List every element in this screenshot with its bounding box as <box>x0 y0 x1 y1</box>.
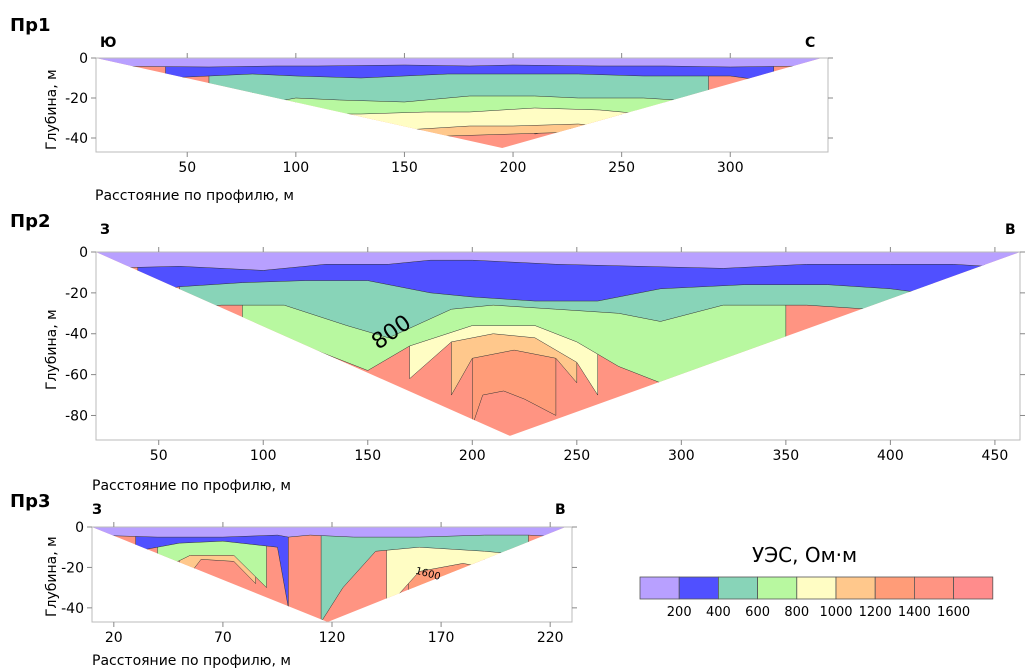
profile-1-label: Пр1 <box>10 15 50 36</box>
x-tick-label: 20 <box>105 630 123 646</box>
resistivity-fill <box>96 58 822 148</box>
x-tick-label: 50 <box>150 448 168 464</box>
profile-2-plot-area: 50 100 150 200 250 300 350 400 4500-20-40-60-808… <box>65 245 1025 464</box>
y-tick-label: 0 <box>79 51 88 67</box>
x-tick-label: 50 <box>178 160 196 176</box>
color-legend: УЭС, Ом·м 200 400 600 800 1000 1200 1400 1600 <box>639 543 994 620</box>
profile-2-x-axis-label: Расстояние по профилю, м <box>92 478 291 494</box>
x-tick-label: 200 <box>459 448 486 464</box>
x-tick-label: 250 <box>563 448 590 464</box>
legend-swatch <box>835 576 876 600</box>
legend-tick-label: 800 <box>784 605 809 620</box>
x-tick-label: 250 <box>608 160 635 176</box>
legend-swatch <box>639 576 680 600</box>
resistivity-fill <box>96 252 1020 436</box>
legend-swatches: 200 400 600 800 1000 1200 1400 1600 <box>639 576 994 620</box>
profile-2-y-axis-label: Глубина, м <box>44 309 60 390</box>
profile-3-direction-right: В <box>555 502 566 518</box>
profile-1-direction-left: Ю <box>100 35 116 51</box>
y-tick-label: -40 <box>65 131 88 147</box>
x-tick-label: 150 <box>391 160 418 176</box>
legend-tick-label: 600 <box>745 605 770 620</box>
y-tick-label: -20 <box>65 286 88 302</box>
legend-swatch <box>757 576 798 600</box>
legend-tick-label: 1600 <box>937 605 970 620</box>
y-tick-label: -60 <box>65 368 88 384</box>
profile-3-x-axis-label: Расстояние по профилю, м <box>92 653 291 669</box>
profile-1-panel: Пр1 Ю С 50 100 150 200 250 300 0 -20 -40 Расстоя… <box>10 15 833 204</box>
plot-frame <box>95 57 829 153</box>
resistivity-band <box>320 527 529 622</box>
legend-tick-label: 1000 <box>819 605 852 620</box>
x-tick-label: 70 <box>214 630 232 646</box>
profile-2-direction-right: В <box>1005 222 1016 238</box>
x-tick-label: 220 <box>537 630 564 646</box>
y-tick-label: -40 <box>61 601 84 617</box>
profile-1-x-axis-label: Расстояние по профилю, м <box>95 188 294 204</box>
profile-3-y-axis-label: Глубина, м <box>44 536 60 617</box>
legend-tick-label: 200 <box>667 605 692 620</box>
legend-swatch <box>796 576 837 600</box>
legend-swatch <box>874 576 915 600</box>
legend-tick-label: 1200 <box>859 605 892 620</box>
x-tick-label: 300 <box>717 160 744 176</box>
profile-2-label: Пр2 <box>10 211 50 232</box>
x-tick-label: 300 <box>668 448 695 464</box>
profile-3-label: Пр3 <box>10 491 50 512</box>
x-tick-label: 150 <box>354 448 381 464</box>
x-tick-label: 200 <box>500 160 527 176</box>
y-tick-label: -20 <box>65 91 88 107</box>
y-tick-label: -20 <box>61 560 84 576</box>
x-tick-label: 100 <box>282 160 309 176</box>
legend-swatch <box>914 576 955 600</box>
profile-1-y-axis-label: Глубина, м <box>44 69 60 150</box>
plot-frame <box>95 251 1021 441</box>
resistivity-band <box>96 252 1020 271</box>
resistivity-fill <box>92 527 566 622</box>
legend-swatch <box>953 576 994 600</box>
profile-1-direction-right: С <box>805 35 815 51</box>
x-tick-label: 100 <box>250 448 277 464</box>
x-tick-label: 400 <box>877 448 904 464</box>
y-tick-label: 0 <box>79 245 88 261</box>
legend-tick-label: 400 <box>706 605 731 620</box>
profile-1-plot-area: 50 100 150 200 250 300 0 -20 -40 <box>65 51 833 176</box>
legend-tick-label: 1400 <box>898 605 931 620</box>
profile-2-direction-left: З <box>100 222 110 238</box>
y-tick-label: -80 <box>65 408 88 424</box>
legend-title: УЭС, Ом·м <box>752 543 857 567</box>
x-tick-label: 350 <box>772 448 799 464</box>
y-tick-label: 0 <box>75 520 84 536</box>
profile-2-panel: Пр2 З В 50 100 150 200 250 300 350 400 450 0 -20 -4… <box>10 211 1025 494</box>
y-tick-label: -40 <box>65 327 88 343</box>
x-tick-label: 170 <box>428 630 455 646</box>
profile-3-direction-left: З <box>92 502 102 518</box>
legend-swatch <box>678 576 719 600</box>
legend-swatch <box>718 576 759 600</box>
x-tick-label: 450 <box>982 448 1009 464</box>
x-tick-label: 120 <box>319 630 346 646</box>
